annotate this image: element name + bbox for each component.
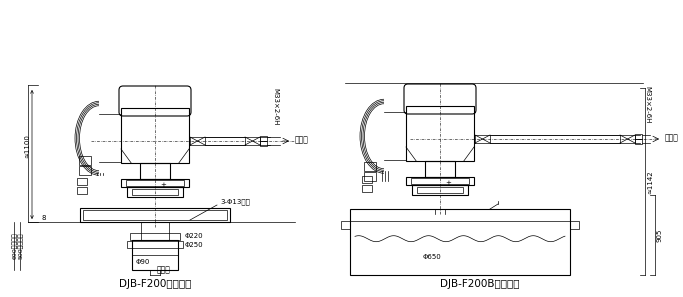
Bar [140, 163, 170, 179]
Bar [79, 156, 91, 165]
Bar [121, 179, 189, 187]
Bar [350, 209, 570, 275]
Bar [411, 178, 469, 184]
Bar [141, 222, 169, 240]
Bar [260, 141, 267, 146]
Bar [635, 139, 642, 144]
Bar [80, 208, 230, 222]
Text: Φ220: Φ220 [185, 233, 204, 239]
Bar [132, 240, 178, 270]
Bar [362, 176, 372, 183]
Bar [126, 180, 184, 186]
Text: 8: 8 [41, 215, 46, 221]
Text: 905: 905 [657, 228, 663, 242]
Bar [425, 161, 455, 177]
Bar [77, 187, 87, 194]
Bar [364, 172, 376, 181]
Bar [406, 177, 474, 185]
Text: +: + [445, 180, 451, 186]
Text: 出油口: 出油口 [665, 133, 679, 143]
Text: DJB-F200B型外形图: DJB-F200B型外形图 [441, 279, 520, 289]
Text: +: + [160, 182, 166, 188]
Text: M33×2-6H: M33×2-6H [272, 89, 278, 126]
Text: ≈1142: ≈1142 [647, 170, 653, 194]
Bar [77, 178, 87, 185]
Bar [121, 108, 189, 163]
Bar [406, 106, 474, 161]
Bar [362, 185, 372, 192]
Bar [132, 189, 178, 195]
Bar [417, 187, 463, 193]
Text: DJB-F200型外形图: DJB-F200型外形图 [119, 279, 191, 289]
Bar [260, 136, 267, 141]
Bar [127, 241, 183, 248]
Bar [79, 166, 91, 175]
Text: 500（最小）: 500（最小） [18, 233, 24, 259]
Bar [130, 233, 180, 240]
Bar [412, 185, 468, 195]
Bar [364, 162, 376, 171]
Text: 吸油口: 吸油口 [157, 265, 171, 274]
Text: Φ650: Φ650 [423, 254, 442, 260]
Bar [127, 187, 183, 197]
Text: 690（最大）: 690（最大） [12, 233, 18, 259]
Text: 3-Φ13均布: 3-Φ13均布 [220, 198, 250, 205]
Text: ≈1100: ≈1100 [24, 134, 30, 158]
Bar [570, 221, 579, 229]
Text: Φ250: Φ250 [185, 242, 204, 248]
Bar [341, 221, 350, 229]
Bar [83, 210, 227, 220]
Text: 出油口: 出油口 [295, 135, 309, 145]
Text: Φ90: Φ90 [136, 259, 150, 265]
Bar [635, 134, 642, 139]
Text: M33×2-6H: M33×2-6H [644, 86, 650, 124]
